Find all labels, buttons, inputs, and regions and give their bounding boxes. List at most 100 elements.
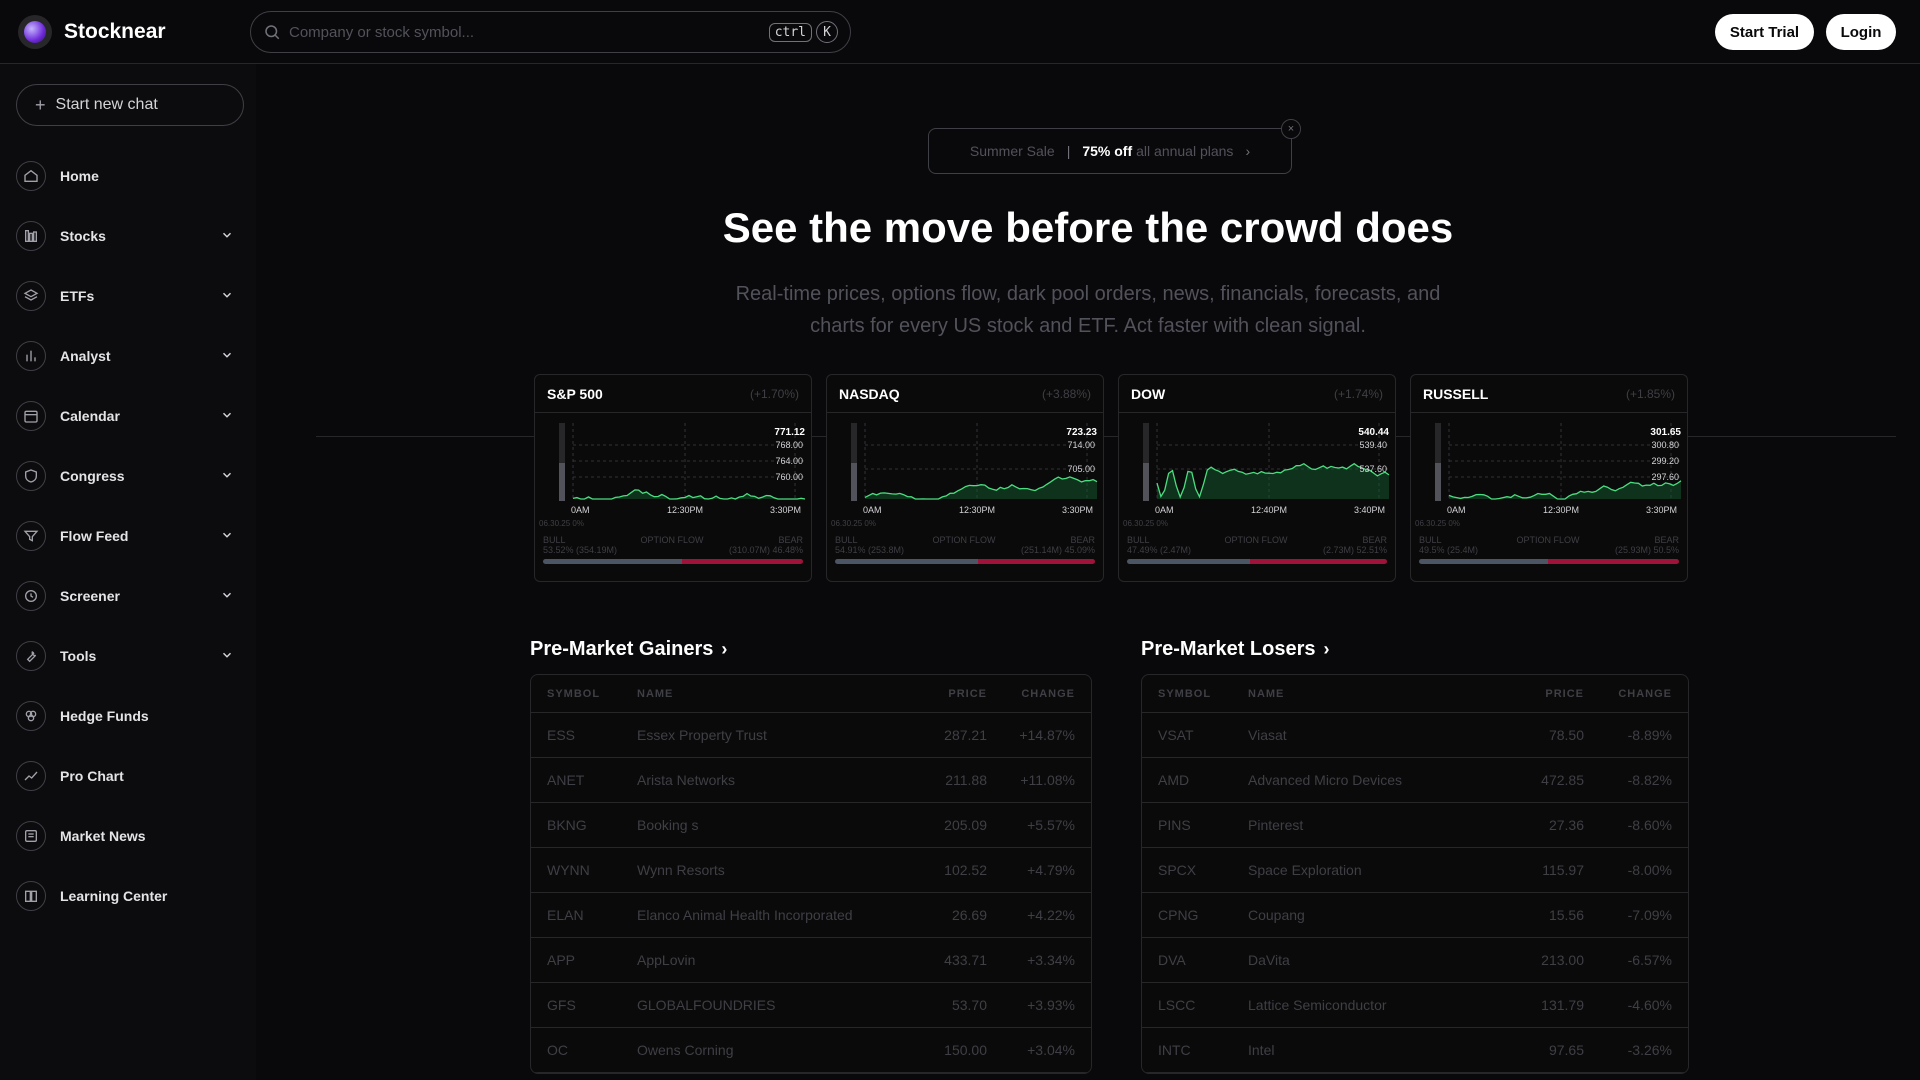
chevron-down-icon[interactable] [220, 348, 234, 362]
row-symbol[interactable]: BKNG [547, 817, 587, 833]
row-symbol[interactable]: PINS [1158, 817, 1191, 833]
table-row[interactable]: WYNN Wynn Resorts 102.52 +4.79% [531, 848, 1091, 893]
row-price: 97.65 [1548, 1042, 1584, 1058]
row-price: 27.36 [1548, 817, 1584, 833]
table-row[interactable]: BKNG Booking s 205.09 +5.57% [531, 803, 1091, 848]
gainers-title[interactable]: Pre-Market Gainers › [530, 638, 727, 661]
price-level: 714.00 [1067, 440, 1095, 450]
sidebar-item-tools[interactable]: Tools [16, 626, 244, 686]
row-symbol[interactable]: VSAT [1158, 727, 1194, 743]
index-card-nasdaq[interactable]: NASDAQ (+3.88%) 723.23 714.00 705.00 0AM 12:30… [826, 374, 1104, 582]
row-symbol[interactable]: APP [547, 952, 576, 968]
chevron-down-icon[interactable] [220, 528, 234, 542]
gainers-table: SYMBOL NAME PRICE CHANGE ESS Essex Property T… [530, 674, 1092, 1074]
index-cards: S&P 500 (+1.70%) 771.12 768.00 764.00 760.00 0… [534, 374, 1688, 582]
table-row[interactable]: SPCX Space Exploration 115.97 -8.00% [1142, 848, 1688, 893]
chevron-right-icon: › [1323, 639, 1330, 659]
sidebar-item-learning-center[interactable]: Learning Center [16, 866, 244, 926]
index-change: (+1.74%) [1333, 386, 1383, 401]
row-change: +4.79% [1027, 862, 1075, 878]
row-symbol[interactable]: SPCX [1158, 862, 1197, 878]
chevron-down-icon[interactable] [220, 408, 234, 422]
search-bar[interactable]: ctrl K [250, 11, 851, 53]
chevron-down-icon[interactable] [220, 468, 234, 482]
row-symbol[interactable]: GFS [547, 997, 576, 1013]
sidebar-item-market-news[interactable]: Market News [16, 806, 244, 866]
table-row[interactable]: PINS Pinterest 27.36 -8.60% [1142, 803, 1688, 848]
row-symbol[interactable]: WYNN [547, 862, 590, 878]
login-button[interactable]: Login [1826, 14, 1896, 50]
search-input[interactable] [289, 23, 765, 41]
sidebar-item-screener[interactable]: Screener [16, 566, 244, 626]
row-symbol[interactable]: ESS [547, 727, 576, 743]
table-row[interactable]: GFS GLOBALFOUNDRIES 53.70 +3.93% [531, 983, 1091, 1028]
table-row[interactable]: ELAN Elanco Animal Health Incorporated 26.… [531, 893, 1091, 938]
brand[interactable]: Stocknear [18, 14, 166, 49]
option-flow: BULL OPTION FLOW BEAR 53.52% (354.19M) (310.… [543, 535, 803, 564]
volume-bar-fill [1143, 463, 1149, 501]
chevron-down-icon[interactable] [220, 228, 234, 242]
table-row[interactable]: LSCC Lattice Semiconductor 131.79 -4.60% [1142, 983, 1688, 1028]
sidebar-item-stocks[interactable]: Stocks [16, 206, 244, 266]
row-price: 53.70 [951, 997, 987, 1013]
chevron-down-icon[interactable] [220, 288, 234, 302]
promo-rest: all annual plans [1136, 143, 1234, 159]
volume-bar-fill [559, 463, 565, 501]
row-change: +3.93% [1027, 997, 1075, 1013]
sidebar-item-analyst[interactable]: Analyst [16, 326, 244, 386]
bear-label: BEAR [778, 535, 803, 545]
start-trial-button[interactable]: Start Trial [1715, 14, 1814, 50]
index-name: S&P 500 [547, 385, 603, 402]
table-row[interactable]: ESS Essex Property Trust 287.21 +14.87% [531, 713, 1091, 758]
row-symbol[interactable]: LSCC [1158, 997, 1196, 1013]
sidebar-item-calendar[interactable]: Calendar [16, 386, 244, 446]
row-symbol[interactable]: ELAN [547, 907, 584, 923]
promo-banner[interactable]: Summer Sale | 75% off all annual plans ›… [928, 119, 1301, 174]
chevron-down-icon[interactable] [220, 588, 234, 602]
row-symbol[interactable]: CPNG [1158, 907, 1199, 923]
flow-bar [835, 559, 1095, 564]
row-name: AppLovin [637, 952, 696, 968]
table-row[interactable]: APP AppLovin 433.71 +3.34% [531, 938, 1091, 983]
sidebar-item-flow-feed[interactable]: Flow Feed [16, 506, 244, 566]
table-row[interactable]: INTC Intel 97.65 -3.26% [1142, 1028, 1688, 1073]
losers-title[interactable]: Pre-Market Losers › [1141, 638, 1330, 661]
index-card-dow[interactable]: DOW (+1.74%) 540.44 539.40 537.60 0AM 12:40PM 3… [1118, 374, 1396, 582]
index-card-s-p-500[interactable]: S&P 500 (+1.70%) 771.12 768.00 764.00 760.00 0… [534, 374, 812, 582]
row-name: Wynn Resorts [637, 862, 725, 878]
table-row[interactable]: CPNG Coupang 15.56 -7.09% [1142, 893, 1688, 938]
promo-highlight: 75% off [1082, 143, 1133, 159]
chevron-down-icon[interactable] [220, 648, 234, 662]
close-icon[interactable]: × [1281, 119, 1301, 139]
time-tick: 12:30PM [1543, 505, 1579, 515]
table-row[interactable]: ANET Arista Networks 211.88 +11.08% [531, 758, 1091, 803]
table-row[interactable]: DVA DaVita 213.00 -6.57% [1142, 938, 1688, 983]
bull-bar [835, 559, 978, 564]
price-level: 297.60 [1651, 472, 1679, 482]
index-name: NASDAQ [839, 385, 900, 402]
row-symbol[interactable]: INTC [1158, 1042, 1191, 1058]
row-price: 102.52 [944, 862, 987, 878]
sparkline-area [1157, 463, 1389, 499]
index-card-russell[interactable]: RUSSELL (+1.85%) 301.65 300.80 299.20 297.60 0… [1410, 374, 1688, 582]
row-symbol[interactable]: ANET [547, 772, 585, 788]
sidebar-item-label: Flow Feed [60, 528, 129, 544]
sidebar-item-pro-chart[interactable]: Pro Chart [16, 746, 244, 806]
row-symbol[interactable]: OC [547, 1042, 568, 1058]
time-tick: 0AM [863, 505, 882, 515]
table-row[interactable]: OC Owens Corning 150.00 +3.04% [531, 1028, 1091, 1073]
sidebar-item-congress[interactable]: Congress [16, 446, 244, 506]
volume-bar-fill [851, 463, 857, 501]
bull-label: BULL [835, 535, 858, 545]
index-sparkline: 540.44 539.40 537.60 0AM 12:40PM 3:40PM [1143, 423, 1389, 515]
table-row[interactable]: AMD Advanced Micro Devices 472.85 -8.82% [1142, 758, 1688, 803]
sidebar-item-hedge-funds[interactable]: Hedge Funds [16, 686, 244, 746]
table-row[interactable]: VSAT Viasat 78.50 -8.89% [1142, 713, 1688, 758]
sidebar-item-home[interactable]: Home [16, 146, 244, 206]
row-symbol[interactable]: DVA [1158, 952, 1186, 968]
row-symbol[interactable]: AMD [1158, 772, 1190, 788]
screener-icon [16, 581, 46, 611]
sidebar-item-etfs[interactable]: ETFs [16, 266, 244, 326]
start-new-chat-button[interactable]: + Start new chat [16, 84, 244, 126]
chevron-right-icon: › [1245, 143, 1251, 159]
